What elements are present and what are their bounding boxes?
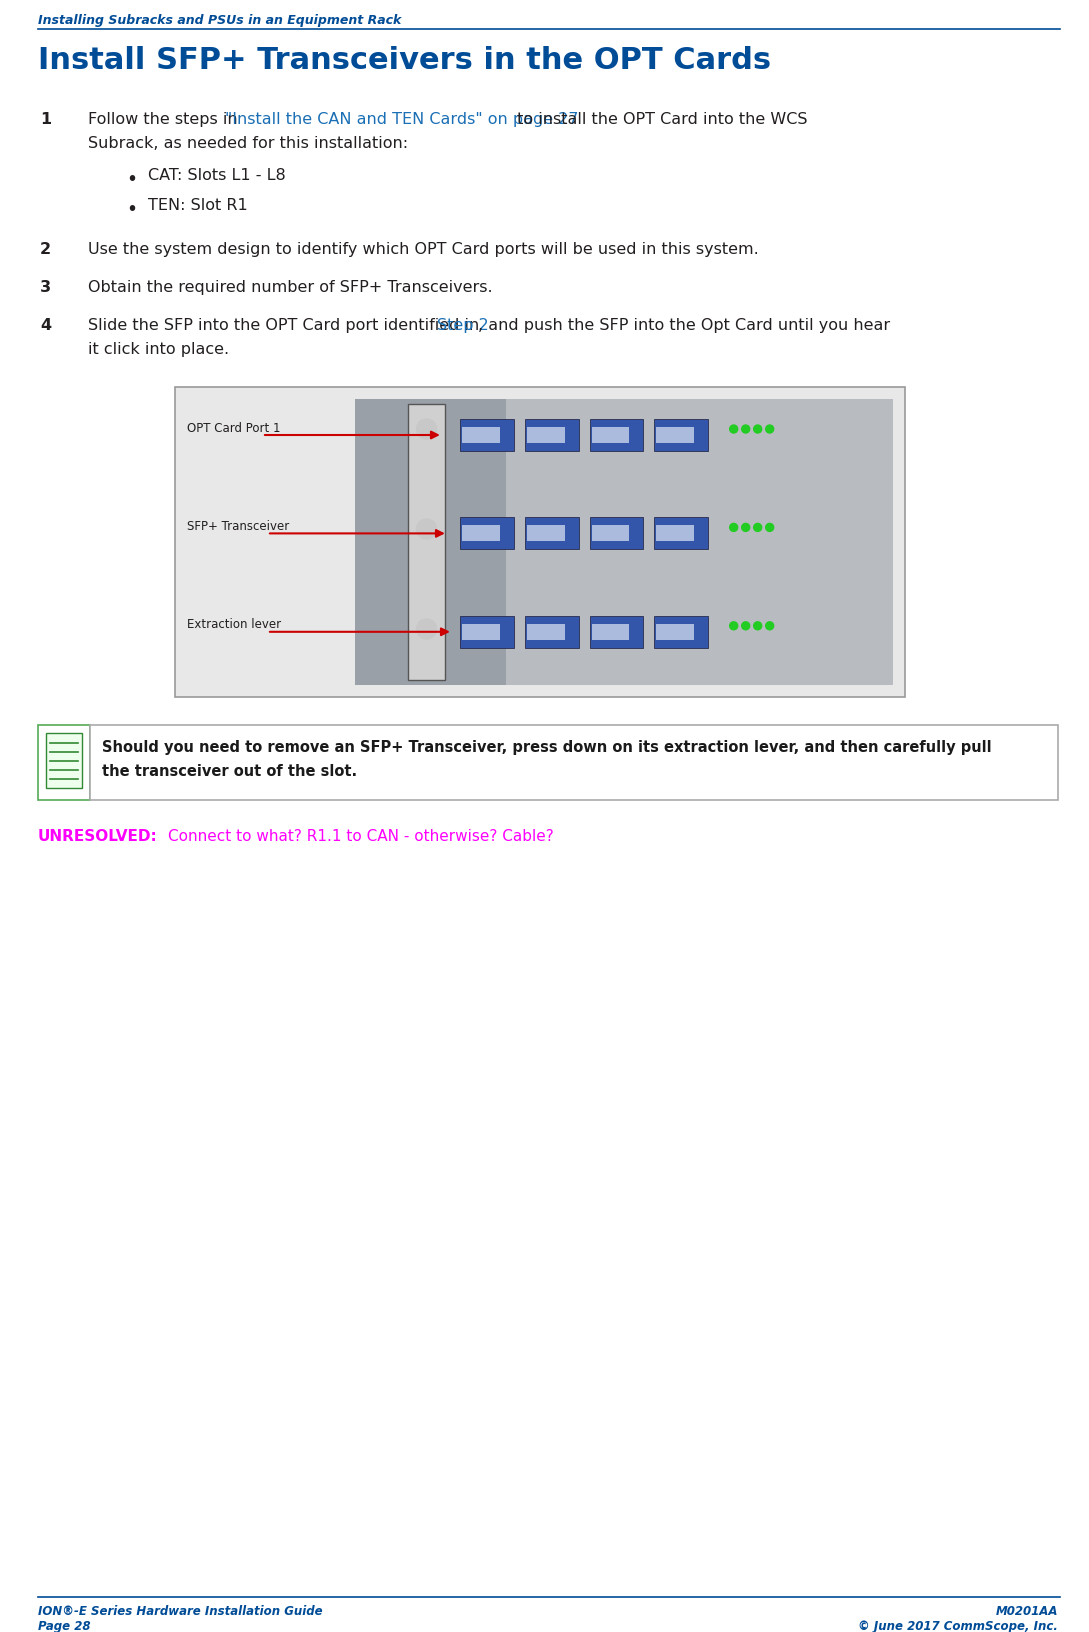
Text: M0201AA: M0201AA — [995, 1604, 1059, 1617]
Bar — [525, 419, 579, 452]
Bar — [527, 428, 565, 444]
Circle shape — [742, 426, 749, 434]
Text: 1: 1 — [40, 113, 51, 127]
Text: Obtain the required number of SFP+ Transceivers.: Obtain the required number of SFP+ Trans… — [88, 279, 492, 295]
Text: OPT Card Port 1: OPT Card Port 1 — [187, 421, 281, 434]
Bar — [355, 400, 505, 685]
Text: © June 2017 CommScope, Inc.: © June 2017 CommScope, Inc. — [858, 1619, 1059, 1632]
Text: Extraction lever: Extraction lever — [187, 619, 281, 632]
Text: CAT: Slots L1 - L8: CAT: Slots L1 - L8 — [148, 168, 285, 183]
Bar — [657, 625, 694, 640]
Bar — [591, 526, 629, 542]
Text: Subrack, as needed for this installation:: Subrack, as needed for this installation… — [88, 135, 408, 150]
Text: UNRESOLVED:: UNRESOLVED: — [38, 829, 158, 844]
Bar — [461, 617, 514, 648]
Circle shape — [730, 426, 737, 434]
Text: the transceiver out of the slot.: the transceiver out of the slot. — [102, 764, 357, 778]
Circle shape — [742, 622, 749, 630]
Text: Connect to what? R1.1 to CAN - otherwise? Cable?: Connect to what? R1.1 to CAN - otherwise… — [168, 829, 553, 844]
Bar — [657, 526, 694, 542]
Text: •: • — [126, 199, 137, 219]
Bar — [46, 733, 82, 788]
Bar — [461, 419, 514, 452]
Bar — [654, 517, 708, 550]
Circle shape — [754, 426, 761, 434]
Text: 4: 4 — [40, 318, 51, 333]
Bar — [654, 419, 708, 452]
Bar — [407, 405, 445, 681]
Text: Follow the steps in: Follow the steps in — [88, 113, 243, 127]
Text: Installing Subracks and PSUs in an Equipment Rack: Installing Subracks and PSUs in an Equip… — [38, 15, 402, 28]
Text: it click into place.: it click into place. — [88, 341, 229, 357]
Text: TEN: Slot R1: TEN: Slot R1 — [148, 197, 248, 212]
Text: Page 28: Page 28 — [38, 1619, 90, 1632]
Text: Step 2: Step 2 — [437, 318, 489, 333]
Circle shape — [730, 622, 737, 630]
Circle shape — [417, 519, 437, 540]
Circle shape — [417, 620, 437, 640]
Circle shape — [766, 426, 773, 434]
Bar — [175, 388, 905, 697]
Bar — [527, 625, 565, 640]
Bar — [654, 617, 708, 648]
Bar — [525, 617, 579, 648]
Bar — [90, 726, 1059, 801]
Text: Use the system design to identify which OPT Card ports will be used in this syst: Use the system design to identify which … — [88, 242, 759, 256]
Text: SFP+ Transceiver: SFP+ Transceiver — [187, 519, 290, 532]
Text: to install the OPT Card into the WCS: to install the OPT Card into the WCS — [512, 113, 808, 127]
Text: 3: 3 — [40, 279, 51, 295]
Bar — [463, 526, 500, 542]
Bar — [463, 428, 500, 444]
Bar — [355, 400, 893, 685]
Text: 2: 2 — [40, 242, 51, 256]
Circle shape — [754, 622, 761, 630]
Text: Should you need to remove an SFP+ Transceiver, press down on its extraction leve: Should you need to remove an SFP+ Transc… — [102, 739, 992, 754]
Text: •: • — [126, 170, 137, 189]
Circle shape — [742, 524, 749, 532]
Bar — [589, 419, 644, 452]
Bar — [463, 625, 500, 640]
Bar — [589, 517, 644, 550]
Circle shape — [754, 524, 761, 532]
Circle shape — [766, 524, 773, 532]
Text: Install SFP+ Transceivers in the OPT Cards: Install SFP+ Transceivers in the OPT Car… — [38, 46, 771, 75]
Text: , and push the SFP into the Opt Card until you hear: , and push the SFP into the Opt Card unt… — [478, 318, 890, 333]
Text: ION®-E Series Hardware Installation Guide: ION®-E Series Hardware Installation Guid… — [38, 1604, 322, 1617]
Circle shape — [730, 524, 737, 532]
Text: "Install the CAN and TEN Cards" on page 27: "Install the CAN and TEN Cards" on page … — [224, 113, 578, 127]
Bar — [525, 517, 579, 550]
Bar — [461, 517, 514, 550]
Circle shape — [417, 419, 437, 439]
Bar — [591, 428, 629, 444]
Bar — [589, 617, 644, 648]
Bar — [591, 625, 629, 640]
Text: Slide the SFP into the OPT Card port identified in: Slide the SFP into the OPT Card port ide… — [88, 318, 485, 333]
Bar — [38, 726, 90, 801]
Bar — [657, 428, 694, 444]
Circle shape — [766, 622, 773, 630]
Bar — [527, 526, 565, 542]
